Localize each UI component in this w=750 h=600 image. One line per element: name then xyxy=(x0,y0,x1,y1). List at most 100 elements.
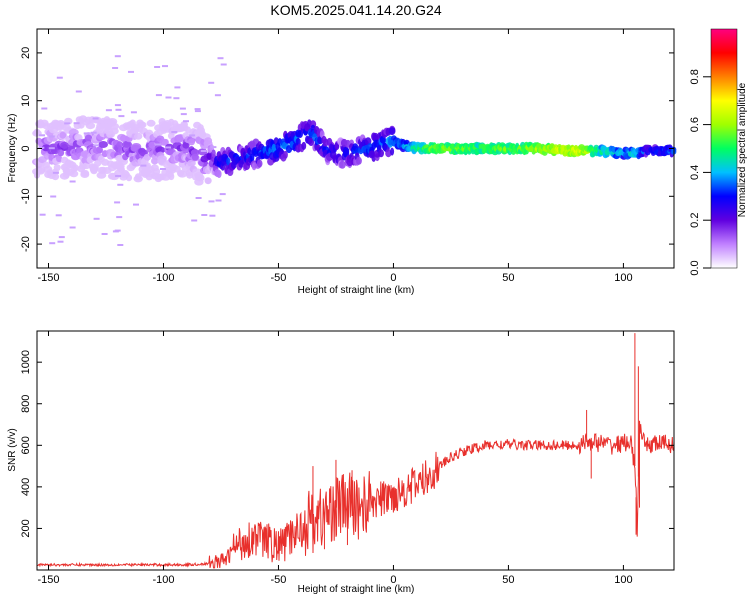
spectral-speck xyxy=(154,66,161,68)
y-tick-label: 200 xyxy=(20,519,32,537)
spectral-speck xyxy=(118,115,125,118)
spectral-blob xyxy=(59,131,67,139)
spectral-blob xyxy=(450,144,456,150)
spectral-blob xyxy=(355,156,362,165)
spectral-speck xyxy=(215,199,222,202)
spectral-speck xyxy=(101,233,108,235)
spectral-speck xyxy=(140,164,147,167)
spectral-blob xyxy=(342,146,350,155)
x-tick-label: 100 xyxy=(614,574,632,586)
spectral-speck xyxy=(56,76,63,79)
spectral-blob xyxy=(69,170,79,178)
spectral-speck xyxy=(128,70,134,73)
spectral-speck xyxy=(90,131,97,134)
spectral-speck xyxy=(210,146,217,149)
colorbar-ticks: 0.0 0.2 0.4 0.6 0.8 xyxy=(689,69,711,276)
spectral-blob xyxy=(146,119,156,127)
y-tick-label: -20 xyxy=(20,236,32,252)
x-tick-label: -50 xyxy=(271,272,287,284)
snr-panel: -150 -100 -50 0 50 100 200 400 600 800 1000 Heigh… xyxy=(7,330,675,595)
spectral-blob xyxy=(98,141,108,148)
spectral-speck xyxy=(105,109,112,112)
spectral-blob xyxy=(57,149,65,157)
spectral-speck xyxy=(173,97,180,100)
spectral-blob xyxy=(339,160,346,169)
spectral-speck xyxy=(117,183,124,186)
spectral-blob xyxy=(177,170,188,178)
snr-plot-area xyxy=(37,331,674,570)
spectral-speck xyxy=(155,143,162,146)
spectral-speck xyxy=(39,213,46,216)
spectral-blob xyxy=(84,134,93,142)
spectral-speck xyxy=(38,146,45,149)
spectral-blob xyxy=(187,159,196,167)
spectral-speck xyxy=(39,134,45,137)
spectral-blob xyxy=(60,141,70,149)
x-tick-label: -100 xyxy=(152,574,174,586)
spectral-blob xyxy=(226,157,231,166)
spectral-speck xyxy=(115,175,122,177)
spectral-blob xyxy=(187,138,196,146)
spectral-blob xyxy=(388,127,396,136)
y-tick-label: -10 xyxy=(20,188,32,204)
spectral-speck xyxy=(217,57,224,60)
spectral-speck xyxy=(48,135,55,138)
colorbar: 0.0 0.2 0.4 0.6 0.8 Normalized spectral ampl… xyxy=(689,28,748,276)
spectrogram-x-ticks: -150 -100 -50 0 50 100 xyxy=(37,29,633,284)
x-tick-label: -150 xyxy=(37,272,59,284)
colorbar-tick-label: 0.6 xyxy=(689,117,701,132)
spectral-speck xyxy=(92,117,99,120)
spectral-blob xyxy=(250,153,255,162)
spectral-speck xyxy=(114,104,121,107)
spectrogram-x-axis-label: Height of straight line (km) xyxy=(298,285,415,296)
spectral-blob xyxy=(186,171,194,179)
spectral-blob xyxy=(155,146,166,154)
x-tick-label: -50 xyxy=(271,574,287,586)
spectrogram-y-ticks: -20 -10 0 10 20 xyxy=(20,47,674,252)
spectral-blob xyxy=(138,121,146,129)
spectral-blob xyxy=(72,164,79,172)
spectral-blob xyxy=(125,174,133,182)
spectral-blob xyxy=(182,141,190,149)
spectral-blob xyxy=(122,140,132,148)
snr-series-line xyxy=(36,420,675,569)
snr-spikes xyxy=(312,333,641,550)
spectral-blob xyxy=(216,170,222,178)
spectral-blob xyxy=(181,146,191,154)
spectral-speck xyxy=(52,171,59,174)
snr-y-axis-label: SNR (v/v) xyxy=(7,428,18,471)
spectral-speck xyxy=(194,110,201,113)
colorbar-tick-label: 0.0 xyxy=(689,260,701,275)
y-tick-label: 0 xyxy=(20,145,32,151)
spectral-speck xyxy=(49,242,56,245)
snr-frame xyxy=(36,330,675,571)
spectral-blob xyxy=(162,138,169,146)
spectral-blob xyxy=(385,149,392,158)
spectral-blob xyxy=(83,162,91,170)
spectral-speck xyxy=(114,55,121,58)
spectral-speck xyxy=(179,107,186,110)
spectral-speck xyxy=(112,67,119,69)
spectral-speck xyxy=(130,111,137,114)
spectral-blob xyxy=(191,153,199,161)
spectral-speck xyxy=(165,96,172,99)
spectral-speck xyxy=(57,240,64,243)
spectral-speck xyxy=(208,200,215,203)
spectral-speck xyxy=(69,180,76,183)
y-tick-label: 600 xyxy=(20,436,32,454)
spectral-blob xyxy=(211,149,216,158)
spectral-speck xyxy=(93,144,100,147)
spectral-speck xyxy=(114,201,121,204)
spectral-speck xyxy=(165,146,171,149)
spectral-speck xyxy=(117,244,124,246)
x-tick-label: 0 xyxy=(390,574,396,586)
spectral-speck xyxy=(133,203,139,206)
spectral-speck xyxy=(55,214,62,217)
spectral-speck xyxy=(214,94,221,97)
spectral-speck xyxy=(194,108,201,111)
spectral-speck xyxy=(171,131,178,133)
snr-x-axis-label: Height of straight line (km) xyxy=(298,584,415,595)
snr-x-ticks: -150 -100 -50 0 50 100 xyxy=(37,331,633,586)
spectral-speck xyxy=(116,216,123,219)
